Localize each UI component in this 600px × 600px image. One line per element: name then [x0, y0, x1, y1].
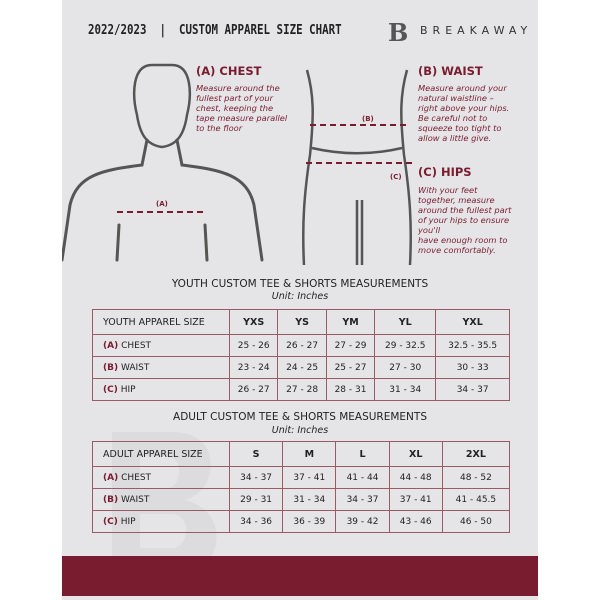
measurement-cell: 37 - 41: [388, 488, 443, 511]
measurement-cell: 43 - 46: [388, 510, 443, 533]
measurement-cell: 41 - 45.5: [441, 488, 511, 511]
table-row: (A) CHEST 34 - 37 37 - 41 41 - 44 44 - 48 48 …: [92, 466, 511, 489]
measurement-cell: 31 - 34: [282, 488, 337, 511]
table-header-row: ADULT APPAREL SIZE S M L XL 2XL: [92, 441, 511, 467]
row-letter: (A): [103, 340, 119, 351]
measurement-cell: 39 - 42: [335, 510, 390, 533]
torso-figure: [62, 63, 264, 262]
adult-table-title: ADULT CUSTOM TEE & SHORTS MEASUREMENTS: [173, 411, 427, 423]
measurement-cell: 28 - 31: [325, 378, 376, 401]
row-label: (B) WAIST: [92, 488, 230, 511]
table-row: (A) CHEST 25 - 26 26 - 27 27 - 29 29 - 32.5 3…: [92, 334, 510, 357]
waist-marker: (B): [362, 115, 374, 123]
measurement-cell: 36 - 39: [282, 510, 337, 533]
size-header: XL: [388, 441, 443, 467]
table-header-row: YOUTH APPAREL SIZE YXS YS YM YL YXL: [92, 309, 510, 335]
measurement-cell: 26 - 27: [277, 334, 327, 357]
measurement-cell: 31 - 34: [374, 378, 437, 401]
row-letter: (C): [103, 516, 118, 527]
row-label: (A) CHEST: [92, 466, 230, 489]
measurement-cell: 34 - 37: [335, 488, 390, 511]
measurement-cell: 34 - 36: [228, 510, 284, 533]
body-diagram: [62, 63, 412, 265]
row-label: (C) HIP: [92, 378, 230, 401]
measurement-cell: 27 - 28: [277, 378, 327, 401]
table-row: (B) WAIST 29 - 31 31 - 34 34 - 37 37 - 41 41 …: [92, 488, 511, 511]
youth-size-table: YOUTH APPAREL SIZE YXS YS YM YL YXL (A) CHEST 2…: [92, 309, 510, 401]
measurement-cell: 25 - 27: [325, 356, 376, 379]
measurement-cell: 27 - 30: [374, 356, 437, 379]
measurement-cell: 41 - 44: [335, 466, 390, 489]
hips-marker: (C): [390, 173, 402, 181]
waist-instructions: Measure around your natural waistline – ri…: [418, 83, 510, 143]
table-row: (C) HIP 26 - 27 27 - 28 28 - 31 31 - 34 34 - …: [92, 378, 510, 401]
measurement-cell: 34 - 37: [228, 466, 284, 489]
measurement-cell: 23 - 24: [228, 356, 279, 379]
measurement-cell: 48 - 52: [441, 466, 511, 489]
row-name: WAIST: [120, 362, 150, 373]
hips-instructions: With your feet together, measure around th…: [418, 185, 512, 255]
table-row: (B) WAIST 23 - 24 24 - 25 25 - 27 27 - 30 30 …: [92, 356, 510, 379]
youth-table-title: YOUTH CUSTOM TEE & SHORTS MEASUREMENTS: [171, 278, 429, 290]
chest-heading: (A) CHEST: [196, 64, 262, 78]
adult-size-table: ADULT APPAREL SIZE S M L XL 2XL (A) CHEST 34 - …: [92, 441, 511, 533]
adult-unit: Unit: Inches: [271, 425, 329, 436]
youth-unit: Unit: Inches: [271, 291, 329, 302]
size-header: YM: [325, 309, 376, 335]
measurement-cell: 24 - 25: [277, 356, 327, 379]
size-header: YXS: [228, 309, 279, 335]
size-header: YXL: [435, 309, 510, 335]
chest-instructions: Measure around the fullest part of your ch…: [196, 83, 288, 133]
measurement-cell: 25 - 26: [228, 334, 279, 357]
measurement-cell: 32.5 - 35.5: [435, 334, 510, 357]
row-letter: (C): [103, 384, 118, 395]
measurement-cell: 34 - 37: [435, 378, 510, 401]
measurement-cell: 44 - 48: [388, 466, 443, 489]
row-name: CHEST: [121, 340, 152, 351]
brand-logo-icon: B: [388, 18, 409, 47]
table-row: (C) HIP 34 - 36 36 - 39 39 - 42 43 - 46 46 - …: [92, 510, 511, 533]
header-label: YOUTH APPAREL SIZE: [92, 309, 230, 335]
hips-figure: [302, 69, 412, 265]
row-name: CHEST: [121, 472, 152, 483]
row-name: HIP: [120, 516, 136, 527]
size-header: M: [282, 441, 337, 467]
header-label: ADULT APPAREL SIZE: [92, 441, 230, 467]
measurement-cell: 29 - 32.5: [374, 334, 437, 357]
row-name: WAIST: [120, 494, 150, 505]
size-header: 2XL: [441, 441, 511, 467]
measurement-cell: 26 - 27: [228, 378, 279, 401]
footer-bar: [62, 556, 538, 596]
measurement-cell: 46 - 50: [441, 510, 511, 533]
measurement-cell: 27 - 29: [325, 334, 376, 357]
brand-name: BREAKAWAY: [420, 24, 533, 37]
row-label: (A) CHEST: [92, 334, 230, 357]
row-label: (C) HIP: [92, 510, 230, 533]
measurement-cell: 30 - 33: [435, 356, 510, 379]
row-letter: (A): [103, 472, 119, 483]
measurement-cell: 37 - 41: [282, 466, 337, 489]
chest-marker: (A): [156, 200, 168, 208]
row-letter: (B): [103, 494, 119, 505]
size-header: YL: [374, 309, 437, 335]
page-title: 2022/2023 | CUSTOM APPAREL SIZE CHART: [88, 22, 342, 38]
size-header: L: [335, 441, 390, 467]
row-label: (B) WAIST: [92, 356, 230, 379]
hips-heading: (C) HIPS: [418, 165, 472, 179]
measurement-cell: 29 - 31: [228, 488, 284, 511]
size-header: YS: [277, 309, 327, 335]
size-header: S: [228, 441, 284, 467]
row-name: HIP: [120, 384, 136, 395]
row-letter: (B): [103, 362, 119, 373]
waist-heading: (B) WAIST: [418, 64, 483, 78]
